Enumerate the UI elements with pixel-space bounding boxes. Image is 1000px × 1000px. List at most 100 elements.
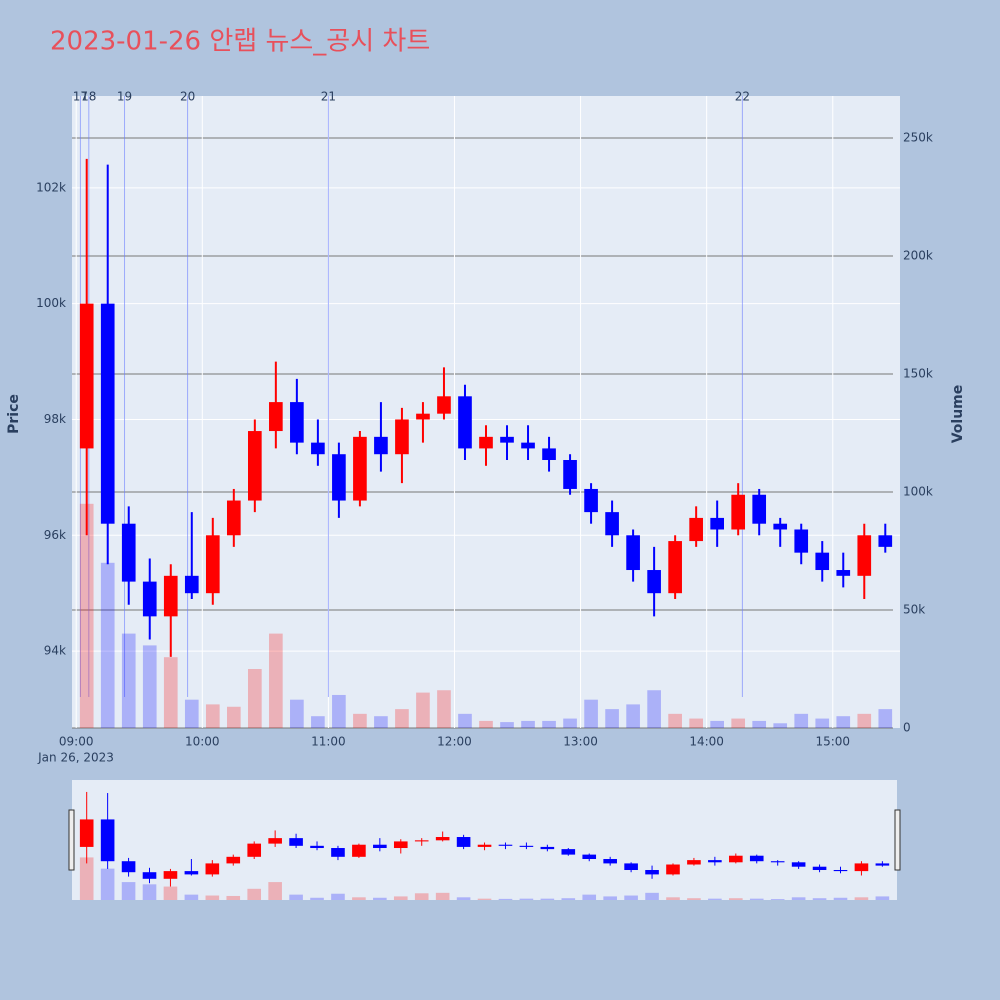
mini-volume-bar bbox=[373, 897, 387, 900]
mini-candle-body bbox=[226, 856, 241, 864]
mini-candle-body bbox=[310, 845, 324, 849]
candle-body bbox=[248, 431, 262, 501]
volume-bar bbox=[500, 722, 514, 728]
volume-bar bbox=[584, 699, 598, 728]
mini-candle-body bbox=[456, 837, 471, 847]
y-tick-label: 98k bbox=[44, 412, 66, 426]
volume-bar bbox=[815, 718, 830, 728]
mini-volume-bar bbox=[708, 898, 722, 900]
candle-body bbox=[689, 517, 703, 542]
mini-candle-body bbox=[352, 844, 366, 857]
volume-bar bbox=[710, 720, 724, 728]
candle-body bbox=[605, 512, 619, 536]
mini-candle-body bbox=[121, 861, 136, 873]
mini-candle-body bbox=[373, 844, 387, 849]
y2-tick-label: 150k bbox=[903, 367, 933, 381]
volume-bar bbox=[121, 633, 136, 728]
x-tick-label: 12:00 bbox=[437, 735, 472, 749]
mini-candle-body bbox=[770, 861, 785, 863]
volume-bar bbox=[878, 709, 893, 728]
candle-body bbox=[79, 303, 94, 449]
volume-bar bbox=[205, 704, 220, 728]
mini-volume-bar bbox=[79, 857, 94, 900]
event-label: 17 bbox=[73, 90, 88, 104]
candle-body bbox=[458, 396, 472, 449]
mini-volume-bar bbox=[582, 894, 597, 900]
event-label: 18 bbox=[81, 90, 96, 104]
range-handle[interactable] bbox=[68, 809, 75, 871]
mini-volume-bar bbox=[456, 897, 471, 900]
mini-candle-body bbox=[854, 863, 869, 872]
volume-bar bbox=[563, 718, 577, 728]
y-tick-label: 94k bbox=[44, 644, 66, 658]
y2-tick-label: 50k bbox=[903, 603, 925, 617]
volume-bar bbox=[269, 633, 283, 728]
candle-body bbox=[353, 436, 367, 501]
mini-candle-body bbox=[184, 871, 199, 875]
candle-body bbox=[647, 570, 661, 594]
mini-volume-bar bbox=[247, 888, 262, 900]
candle-body bbox=[374, 436, 388, 455]
mini-candle-body bbox=[582, 854, 597, 860]
mini-candle-body bbox=[875, 863, 890, 866]
y-tick-label: 96k bbox=[44, 528, 66, 542]
volume-bar bbox=[731, 718, 746, 728]
mini-candle-body bbox=[812, 866, 827, 871]
volume-bar bbox=[79, 503, 94, 728]
y2-tick-label: 0 bbox=[903, 721, 911, 735]
mini-volume-bar bbox=[184, 894, 199, 900]
y-tick-label: 102k bbox=[36, 180, 66, 194]
x-tick-label: 09:00 bbox=[59, 735, 94, 749]
volume-bar bbox=[521, 720, 535, 728]
y2-tick-label: 100k bbox=[903, 485, 933, 499]
candle-body bbox=[857, 535, 872, 576]
volume-bar bbox=[290, 699, 304, 728]
mini-volume-bar bbox=[540, 898, 555, 900]
y2-axis-title: Volume bbox=[950, 385, 966, 444]
mini-volume-bar bbox=[100, 868, 115, 900]
mini-candle-body bbox=[666, 864, 680, 875]
volume-bar bbox=[605, 709, 619, 728]
chart-title: 2023-01-26 안랩 뉴스_공시 차트 bbox=[50, 27, 430, 57]
mini-candle-body bbox=[163, 871, 178, 879]
candle-body bbox=[205, 535, 220, 594]
mini-volume-bar bbox=[268, 882, 282, 900]
candle-body bbox=[121, 523, 136, 582]
mini-candle-body bbox=[729, 855, 743, 863]
mini-candle-body bbox=[100, 819, 115, 862]
candle-body bbox=[479, 436, 493, 449]
event-label: 20 bbox=[180, 90, 195, 104]
volume-bar bbox=[668, 713, 682, 728]
y-tick-label: 100k bbox=[36, 296, 66, 310]
mini-volume-bar bbox=[310, 897, 324, 900]
volume-bar bbox=[374, 716, 388, 728]
candle-body bbox=[668, 541, 682, 594]
volume-bar bbox=[647, 690, 661, 728]
volume-bar bbox=[226, 706, 241, 728]
event-label: 19 bbox=[117, 90, 132, 104]
candle-body bbox=[437, 396, 451, 414]
candle-body bbox=[395, 419, 409, 455]
candle-body bbox=[836, 570, 851, 576]
mini-volume-bar bbox=[498, 898, 513, 900]
volume-bar bbox=[458, 713, 472, 728]
mini-candle-body bbox=[498, 844, 513, 846]
candle-body bbox=[142, 581, 157, 617]
mini-volume-bar bbox=[435, 892, 450, 900]
candle-body bbox=[521, 442, 535, 449]
range-slider[interactable] bbox=[72, 780, 897, 900]
candle-body bbox=[226, 500, 241, 536]
volume-bar bbox=[794, 713, 809, 728]
candle-body bbox=[500, 436, 514, 443]
mini-candle-body bbox=[142, 872, 157, 879]
mini-candle-body bbox=[289, 838, 303, 846]
mini-volume-bar bbox=[331, 893, 345, 900]
range-handle[interactable] bbox=[894, 809, 901, 871]
volume-bar bbox=[857, 713, 872, 728]
mini-candle-body bbox=[624, 863, 638, 871]
candle-body bbox=[269, 402, 283, 432]
volume-bar bbox=[163, 657, 178, 728]
volume-bar bbox=[836, 716, 851, 728]
candle-body bbox=[311, 442, 325, 455]
